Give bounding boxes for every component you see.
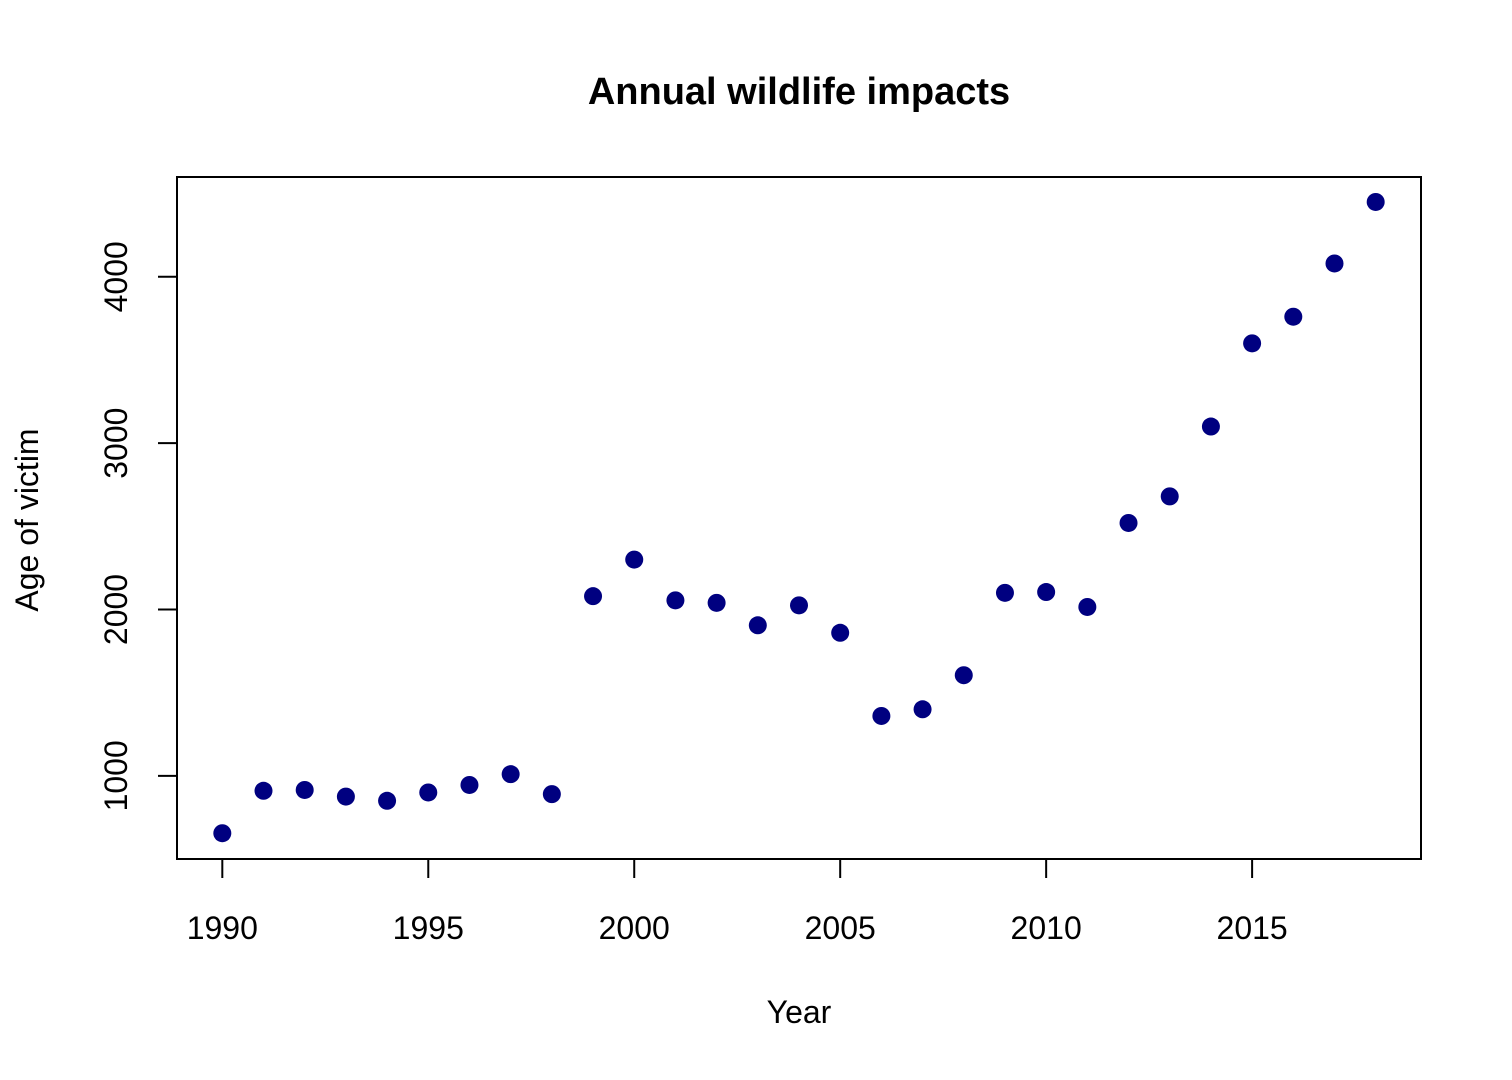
data-point — [378, 791, 397, 810]
data-point — [460, 775, 479, 794]
x-tick-label: 2005 — [805, 910, 876, 946]
x-tick-label: 1995 — [393, 910, 464, 946]
y-tick-label: 4000 — [98, 241, 134, 312]
data-point — [790, 596, 808, 615]
data-point — [1037, 583, 1056, 602]
data-point — [666, 591, 685, 610]
data-point — [707, 593, 726, 612]
data-point — [1160, 487, 1179, 506]
data-point — [1366, 192, 1385, 211]
data-point — [336, 787, 355, 806]
data-point — [1284, 307, 1303, 326]
x-tick-label: 1990 — [187, 910, 258, 946]
data-point — [831, 623, 850, 642]
x-tick-label: 2015 — [1217, 910, 1288, 946]
data-point — [872, 706, 891, 725]
data-point — [501, 765, 520, 784]
chart-title: Annual wildlife impacts — [588, 71, 1010, 113]
data-point — [625, 550, 644, 569]
data-point — [954, 666, 973, 685]
x-axis: 1990 1995 2000 2005 2010 2015 — [187, 858, 1288, 946]
data-point — [1119, 513, 1138, 532]
data-point — [295, 780, 314, 799]
y-tick-label: 3000 — [98, 408, 134, 479]
y-axis-label: Age of victim — [9, 428, 45, 611]
data-point — [584, 587, 603, 606]
data-point — [1243, 334, 1262, 353]
data-point — [995, 583, 1014, 602]
data-point — [1325, 254, 1344, 273]
data-point — [213, 824, 232, 843]
y-tick-label: 1000 — [98, 740, 134, 811]
data-point — [913, 700, 932, 719]
y-axis: 1000 2000 3000 4000 — [98, 241, 178, 811]
data-point — [1201, 417, 1220, 436]
y-tick-label: 2000 — [98, 574, 134, 645]
x-tick-label: 2010 — [1011, 910, 1082, 946]
data-point — [419, 783, 438, 802]
data-point — [1078, 597, 1097, 616]
x-axis-label: Year — [767, 994, 832, 1030]
data-point — [542, 785, 561, 804]
plot-frame — [176, 176, 1422, 860]
data-points — [213, 192, 1385, 843]
x-tick-label: 2000 — [599, 910, 670, 946]
data-point — [254, 781, 273, 800]
data-point — [748, 616, 767, 635]
